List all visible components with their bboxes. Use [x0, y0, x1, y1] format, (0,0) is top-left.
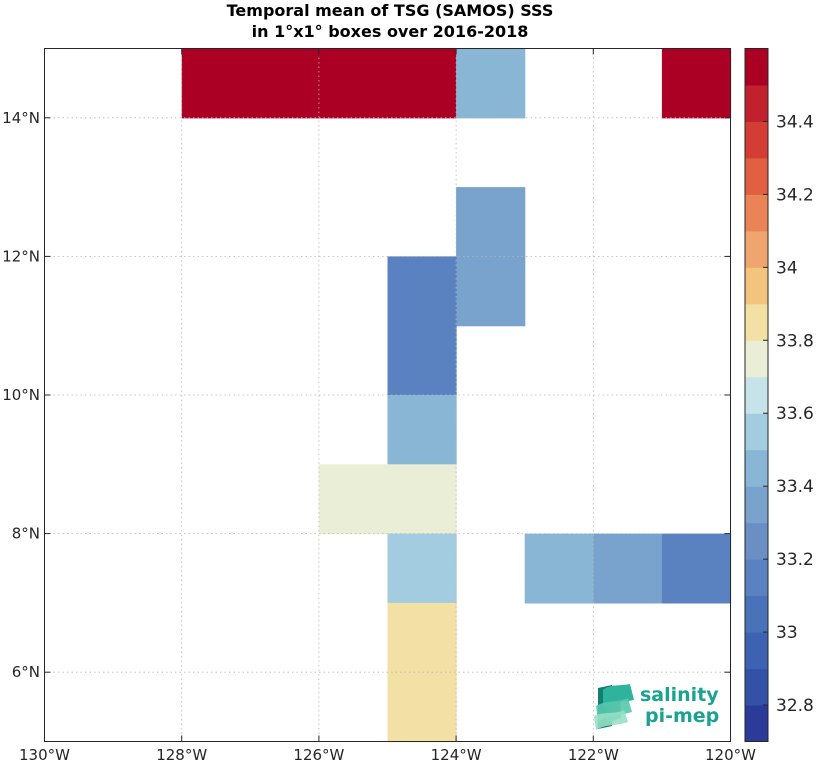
salinity-pi-mep-logo: salinity pi-mep — [594, 684, 719, 730]
x-tick-label-2: 126°W — [293, 746, 344, 763]
colorbar-segment-6 — [745, 486, 768, 524]
salinity-cell-9 — [387, 325, 457, 396]
x-tick-label-4: 122°W — [568, 746, 619, 763]
x-axis: 130°W 128°W 126°W 124°W 122°W 120°W — [19, 48, 756, 763]
wave-logo-icon — [594, 684, 634, 730]
salinity-cell-3 — [387, 48, 457, 119]
colorbar-segment-12 — [745, 267, 768, 305]
colorbar-segment-8 — [745, 413, 768, 451]
colorbar-tick-label-6: 34 — [776, 258, 798, 278]
logo-text-salinity: salinity — [640, 684, 719, 706]
colorbar-segment-5 — [745, 522, 768, 560]
grid-lines — [44, 48, 731, 742]
chart-title: Temporal mean of TSG (SAMOS) SSS in 1°x1… — [0, 0, 780, 42]
title-line-1: Temporal mean of TSG (SAMOS) SSS — [226, 1, 554, 20]
colorbar-tick-label-4: 33.6 — [776, 404, 814, 424]
colorbar-segment-11 — [745, 303, 768, 341]
salinity-cell-10 — [387, 395, 457, 465]
y-tick-label-2: 10°N — [2, 386, 40, 404]
colorbar-tick-label-8: 34.4 — [776, 112, 814, 132]
salinity-cell-7 — [456, 256, 526, 327]
salinity-cell-5 — [661, 48, 732, 119]
colorbar-tick-label-3: 33.4 — [776, 477, 814, 497]
salinity-cell-6 — [456, 187, 526, 257]
x-tick-label-1: 128°W — [156, 746, 207, 763]
colorbar-segment-17 — [745, 84, 768, 122]
colorbar-segment-14 — [745, 194, 768, 232]
colorbar-segment-1 — [745, 668, 768, 706]
x-tick-label-3: 124°W — [431, 746, 482, 763]
colorbar-tick-label-2: 33.2 — [776, 550, 814, 570]
salinity-cell-14 — [524, 533, 594, 604]
colorbar-frame — [744, 48, 769, 742]
y-tick-label-4: 14°N — [2, 109, 40, 127]
logo-text-pi-mep: pi-mep — [645, 705, 719, 727]
y-tick-label-0: 6°N — [12, 663, 40, 681]
colorbar: 32.8 33 33.2 33.4 33.6 33.8 34 34.2 34.4 — [744, 48, 814, 742]
salinity-cell-13 — [387, 533, 457, 604]
colorbar-segment-10 — [745, 340, 768, 378]
salinity-cell-11 — [318, 464, 389, 535]
colorbar-tick-label-5: 33.8 — [776, 331, 814, 351]
colorbar-tick-label-1: 33 — [776, 623, 798, 643]
title-line-2: in 1°x1° boxes over 2016-2018 — [251, 22, 529, 41]
salinity-cell-8 — [387, 256, 457, 327]
colorbar-segment-15 — [745, 157, 768, 195]
salinity-cell-12 — [387, 464, 457, 535]
salinity-cell-4 — [456, 48, 526, 119]
salinity-cell-15 — [593, 533, 663, 604]
colorbar-segment-16 — [745, 121, 768, 159]
salinity-cell-1 — [250, 48, 320, 119]
colorbar-tick-label-7: 34.2 — [776, 185, 814, 205]
colorbar-segment-7 — [745, 449, 768, 487]
y-axis: 6°N 8°N 10°N 12°N 14°N — [2, 109, 731, 681]
colorbar-segment-3 — [745, 595, 768, 633]
colorbar-segment-9 — [745, 376, 768, 414]
y-tick-label-3: 12°N — [2, 247, 40, 265]
salinity-cell-16 — [661, 533, 732, 604]
colorbar-segment-18 — [745, 48, 768, 86]
x-tick-label-5: 120°W — [705, 746, 756, 763]
colorbar-segment-13 — [745, 230, 768, 268]
colorbar-segment-2 — [745, 632, 768, 670]
x-tick-label-0: 130°W — [19, 746, 70, 763]
colorbar-segment-0 — [745, 705, 768, 742]
y-tick-label-1: 8°N — [12, 525, 40, 543]
colorbar-segment-4 — [745, 559, 768, 597]
salinity-cell-2 — [318, 48, 389, 119]
salinity-cell-18 — [387, 672, 457, 743]
salinity-cell-0 — [181, 48, 251, 119]
data-cells — [181, 48, 732, 743]
salinity-cell-17 — [387, 602, 457, 673]
colorbar-tick-label-0: 32.8 — [776, 696, 814, 716]
